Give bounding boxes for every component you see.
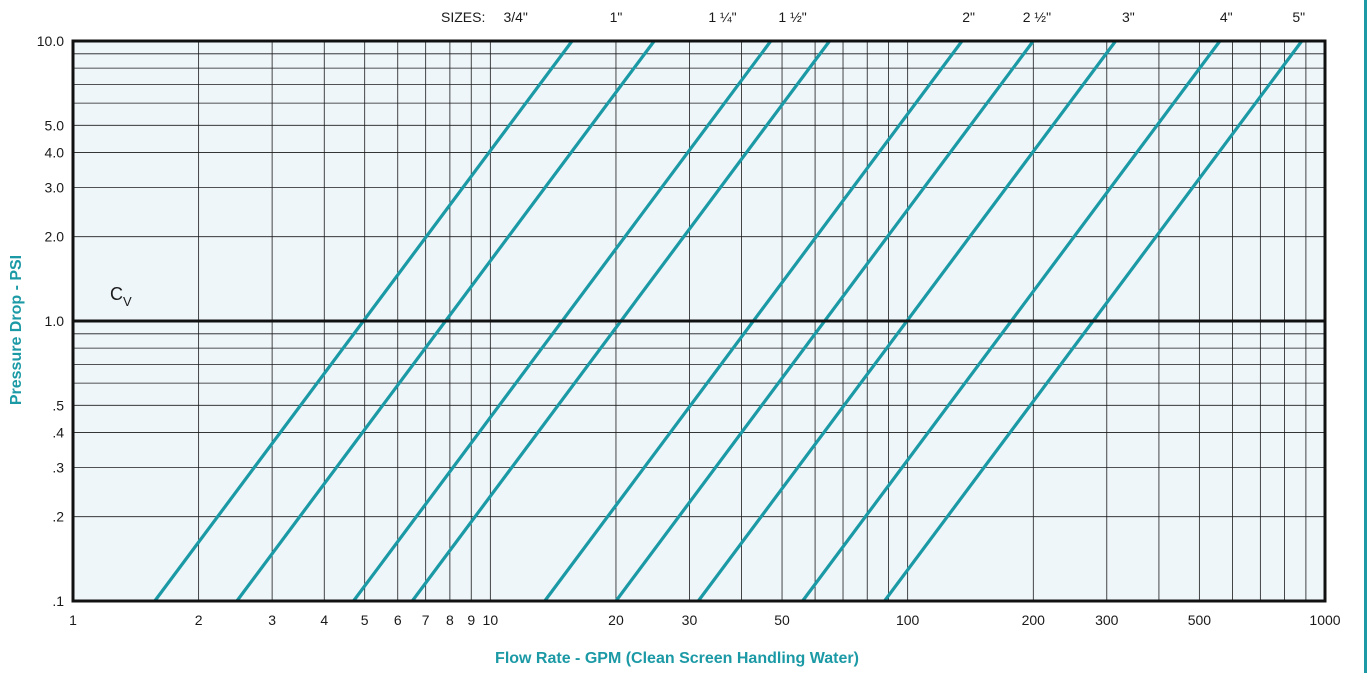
x-tick-label: 10 <box>483 612 499 628</box>
size-label: 3/4" <box>503 9 527 25</box>
y-tick-label: .4 <box>52 424 64 440</box>
y-tick-label: .2 <box>52 509 64 525</box>
cv-label-main: C <box>110 284 123 304</box>
y-tick-label: 2.0 <box>45 229 65 245</box>
y-tick-label: .3 <box>52 459 64 475</box>
size-label: 5" <box>1292 9 1305 25</box>
y-tick-label: .5 <box>52 397 64 413</box>
x-tick-label: 7 <box>422 612 430 628</box>
size-label: 2 ½" <box>1023 9 1051 25</box>
y-tick-label: 1.0 <box>45 313 65 329</box>
x-tick-label: 500 <box>1188 612 1212 628</box>
x-tick-label: 1000 <box>1309 612 1340 628</box>
x-tick-label: 300 <box>1095 612 1119 628</box>
x-tick-label: 30 <box>682 612 698 628</box>
x-tick-label: 5 <box>361 612 369 628</box>
sizes-title: SIZES: <box>441 9 485 25</box>
x-tick-label: 9 <box>467 612 475 628</box>
size-label: 2" <box>962 9 975 25</box>
cv-label-subscript: V <box>123 294 132 309</box>
x-tick-label: 6 <box>394 612 402 628</box>
y-tick-label: .1 <box>52 593 64 609</box>
size-label: 4" <box>1220 9 1233 25</box>
x-tick-label: 3 <box>268 612 276 628</box>
y-tick-label: 4.0 <box>45 144 65 160</box>
cv-label: CV <box>110 284 132 309</box>
size-label: 3" <box>1122 9 1135 25</box>
size-label: 1" <box>610 9 623 25</box>
y-tick-label: 5.0 <box>45 117 65 133</box>
size-label: 1 ¼" <box>708 9 736 25</box>
x-axis-title: Flow Rate - GPM (Clean Screen Handling W… <box>495 650 859 667</box>
right-edge-bar <box>1364 0 1367 673</box>
x-tick-label: 20 <box>608 612 624 628</box>
y-axis-title: Pressure Drop - PSI <box>8 255 25 405</box>
y-tick-label: 10.0 <box>37 33 64 49</box>
x-tick-label: 8 <box>446 612 454 628</box>
size-label: 1 ½" <box>778 9 806 25</box>
y-tick-label: 3.0 <box>45 179 65 195</box>
x-tick-label: 50 <box>774 612 790 628</box>
x-tick-label: 1 <box>69 612 77 628</box>
x-tick-label: 200 <box>1022 612 1046 628</box>
x-tick-label: 4 <box>320 612 328 628</box>
x-tick-label: 100 <box>896 612 920 628</box>
x-tick-label: 2 <box>195 612 203 628</box>
